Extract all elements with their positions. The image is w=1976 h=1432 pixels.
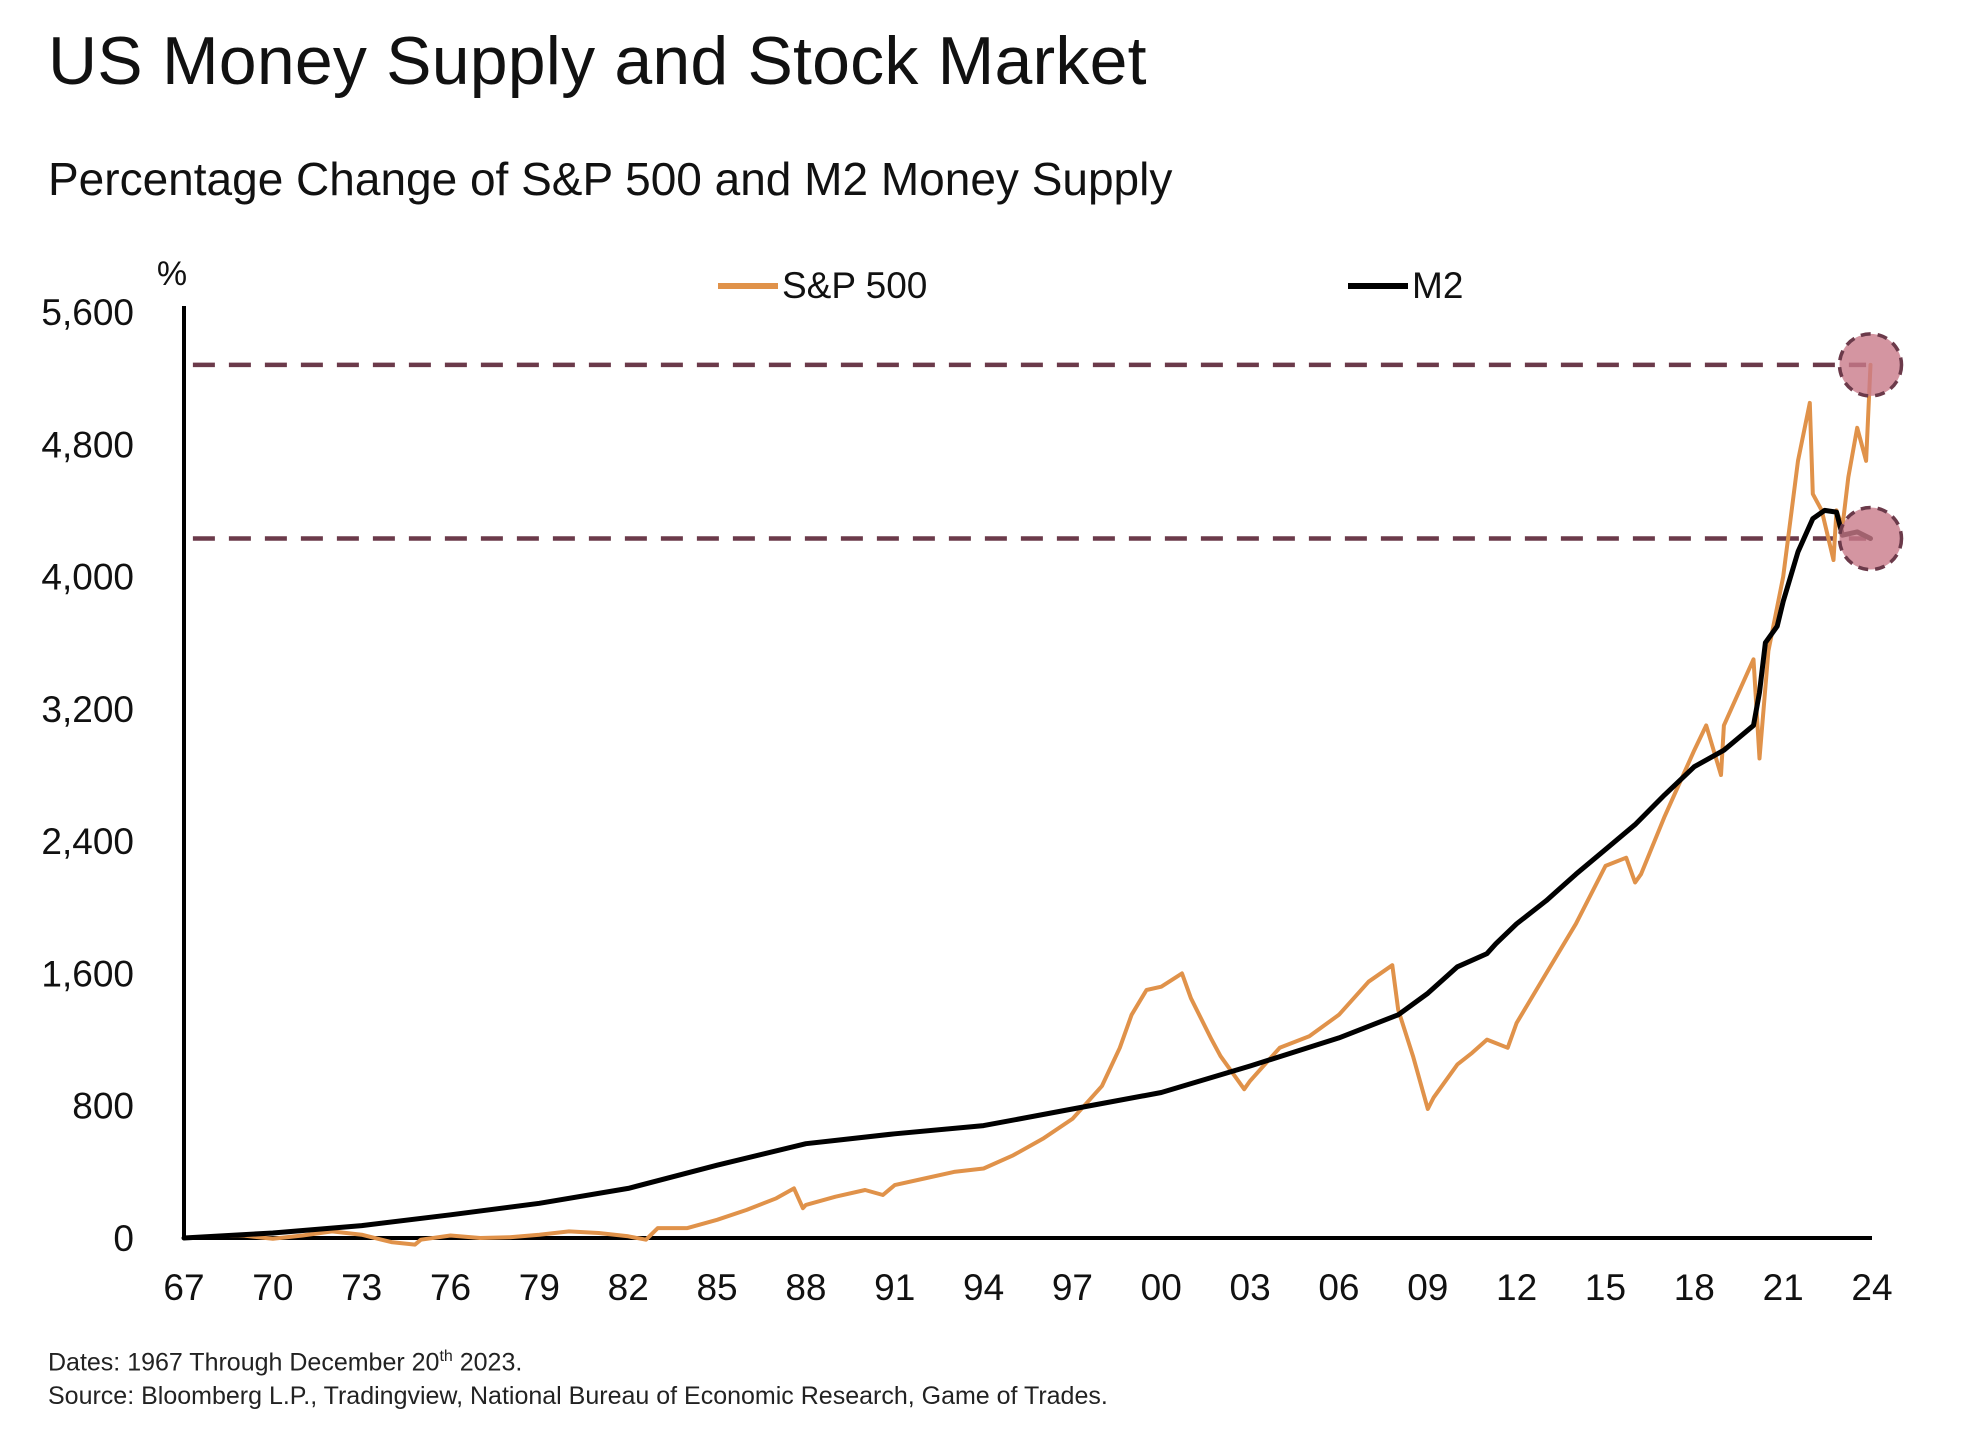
y-tick-label: 3,200 — [41, 689, 134, 730]
series-lines — [181, 362, 1873, 1247]
highlight-marker-2 — [1837, 505, 1904, 572]
footnote-dates-prefix: Dates: 1967 Through December 20 — [48, 1348, 440, 1377]
highlight-markers — [1837, 332, 1904, 572]
footnote-dates: Dates: 1967 Through December 20th 2023. — [48, 1348, 522, 1377]
x-tick-label: 03 — [1230, 1267, 1271, 1308]
highlight-marker-1 — [1837, 332, 1904, 398]
legend-label-s-p-500: S&P 500 — [782, 265, 927, 306]
y-tick-label: 800 — [72, 1086, 134, 1127]
footnote-source: Source: Bloomberg L.P., Tradingview, Nat… — [48, 1382, 1108, 1410]
y-tick-label: 1,600 — [41, 953, 134, 994]
x-tick-label: 21 — [1763, 1267, 1804, 1308]
series-line-m2 — [181, 507, 1873, 1241]
footnote-dates-sup: th — [439, 1348, 453, 1365]
footnote-dates-suffix: 2023. — [452, 1348, 523, 1377]
y-tick-label: 4,800 — [41, 424, 134, 465]
x-tick-label: 06 — [1318, 1267, 1359, 1308]
x-tick-label: 00 — [1141, 1267, 1182, 1308]
x-tick-label: 24 — [1851, 1267, 1892, 1308]
y-tick-label: 5,600 — [41, 292, 134, 333]
x-tick-label: 76 — [430, 1267, 471, 1308]
x-tick-label: 09 — [1407, 1267, 1448, 1308]
x-tick-label: 85 — [696, 1267, 737, 1308]
x-tick-label: 18 — [1674, 1267, 1715, 1308]
x-tick-label: 70 — [252, 1267, 293, 1308]
x-tick-label: 79 — [519, 1267, 560, 1308]
y-axis-label: % — [157, 255, 187, 293]
x-tick-label: 15 — [1585, 1267, 1626, 1308]
chart-subtitle: Percentage Change of S&P 500 and M2 Mone… — [48, 153, 1173, 205]
reference-lines — [192, 362, 1867, 541]
x-tick-label: 91 — [874, 1267, 915, 1308]
series-line-s-p-500 — [182, 362, 1873, 1247]
x-tick-label: 88 — [785, 1267, 826, 1308]
legend: S&P 500 M2 — [718, 265, 1463, 306]
x-tick-label: 97 — [1052, 1267, 1093, 1308]
x-tick-label: 67 — [163, 1267, 204, 1308]
x-tick-label: 73 — [341, 1267, 382, 1308]
y-tick-label: 2,400 — [41, 821, 134, 862]
axes: % 0 800 1,600 2,400 3,200 4,000 4,800 5,600 67 70 7… — [41, 255, 1892, 1308]
y-tick-label: 0 — [113, 1218, 134, 1259]
x-tick-label: 94 — [963, 1267, 1004, 1308]
x-tick-label: 12 — [1496, 1267, 1537, 1308]
x-tick-label: 82 — [608, 1267, 649, 1308]
legend-label-m2: M2 — [1412, 265, 1463, 306]
y-tick-label: 4,000 — [41, 557, 134, 598]
chart-title: US Money Supply and Stock Market — [48, 23, 1147, 99]
